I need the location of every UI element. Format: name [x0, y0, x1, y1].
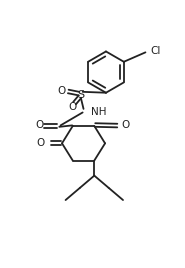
- Text: O: O: [36, 120, 44, 130]
- Text: Cl: Cl: [150, 46, 160, 57]
- Text: O: O: [121, 120, 130, 130]
- Text: O: O: [58, 85, 66, 96]
- Text: O: O: [36, 138, 45, 148]
- Text: NH: NH: [91, 107, 106, 117]
- Text: O: O: [68, 102, 77, 113]
- Text: S: S: [77, 90, 84, 99]
